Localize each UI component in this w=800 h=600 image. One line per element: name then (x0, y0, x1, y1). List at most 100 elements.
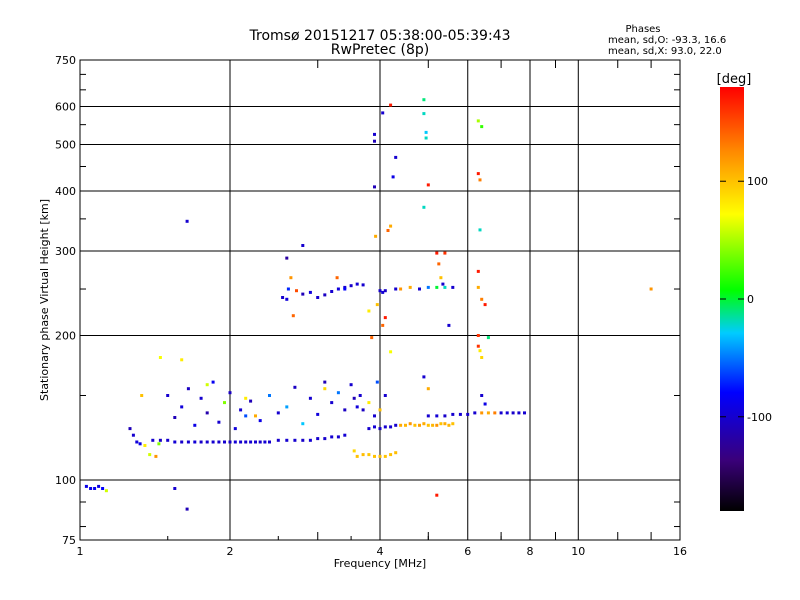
data-point (131, 433, 135, 437)
data-point (268, 394, 271, 397)
data-point (223, 401, 226, 405)
data-point (439, 422, 443, 426)
phase-info-o: mean, sd,O: -93.3, 16.6 (608, 35, 726, 46)
data-point (173, 487, 177, 490)
data-point (217, 440, 221, 444)
data-point (180, 405, 184, 409)
data-point (443, 422, 447, 426)
y-tick-label: 750 (55, 54, 76, 67)
data-point (285, 256, 289, 260)
y-tick-label: 75 (62, 534, 76, 547)
data-point (355, 405, 359, 409)
data-point (285, 405, 289, 409)
y-tick-label: 200 (55, 330, 76, 343)
data-point (173, 440, 177, 444)
data-point (223, 440, 226, 444)
data-point (374, 234, 378, 238)
data-point (523, 411, 526, 415)
data-point (343, 285, 347, 289)
data-point (476, 344, 480, 348)
data-point (441, 282, 445, 286)
data-point (480, 411, 484, 415)
data-point (158, 356, 162, 359)
data-point (478, 178, 482, 182)
data-point (435, 414, 439, 418)
data-point (301, 422, 305, 426)
data-point (205, 383, 209, 387)
data-point (443, 414, 447, 418)
data-point (336, 435, 340, 439)
data-point (476, 119, 480, 123)
data-point (166, 394, 170, 397)
data-point (458, 412, 462, 416)
data-point (349, 383, 353, 387)
data-point (394, 155, 398, 159)
x-tick-label: 1 (77, 545, 84, 558)
y-tick-label: 500 (55, 139, 76, 152)
data-point (422, 112, 426, 116)
data-point (422, 375, 426, 379)
data-point (254, 440, 257, 444)
data-point (323, 380, 327, 384)
colorbar-tick-label: -100 (747, 411, 772, 424)
data-point (301, 244, 305, 247)
data-point (308, 290, 312, 294)
data-point (84, 484, 88, 488)
data-point (478, 349, 482, 353)
data-point (258, 419, 262, 423)
data-point (157, 442, 161, 446)
data-point (413, 423, 417, 427)
y-tick-label: 400 (55, 185, 76, 198)
data-point (649, 287, 653, 291)
x-tick-label: 6 (464, 545, 471, 558)
data-point (389, 224, 393, 228)
y-axis-label: Stationary phase Virtual Height [km] (38, 199, 51, 401)
data-point (355, 454, 359, 458)
data-point (244, 440, 248, 444)
data-point (422, 98, 426, 102)
data-point (435, 251, 439, 255)
data-point (89, 487, 93, 490)
data-point (276, 411, 280, 415)
data-point (205, 411, 209, 415)
data-point (349, 284, 353, 288)
data-point (399, 287, 403, 291)
data-point (285, 438, 289, 442)
data-point (355, 282, 359, 286)
y-tick-label: 600 (55, 101, 76, 114)
data-point (386, 229, 390, 232)
data-point (289, 276, 293, 280)
data-point (408, 422, 412, 426)
data-point (370, 336, 374, 340)
data-point (435, 423, 439, 427)
y-tick-label: 100 (55, 474, 76, 487)
colorbar-label: [deg] (717, 72, 752, 87)
data-point (505, 411, 509, 415)
data-point (211, 380, 215, 384)
data-point (426, 414, 430, 418)
data-point (361, 283, 365, 287)
x-tick-label: 10 (571, 545, 585, 558)
data-point (336, 287, 340, 291)
data-point (151, 438, 155, 442)
data-point (389, 103, 393, 107)
data-point (426, 285, 430, 289)
data-point (394, 451, 398, 455)
data-point (473, 411, 477, 415)
data-point (389, 425, 393, 429)
data-point (381, 290, 385, 294)
data-point (378, 408, 382, 412)
data-point (308, 438, 312, 442)
grid-lines (80, 60, 680, 540)
data-point (391, 175, 395, 179)
data-point (186, 387, 190, 391)
data-point (437, 262, 441, 266)
data-point (316, 296, 320, 299)
x-tick-label: 4 (377, 545, 384, 558)
data-point (249, 399, 253, 403)
data-point (424, 136, 428, 140)
data-point (443, 285, 447, 289)
data-point (343, 433, 347, 437)
data-point (367, 427, 371, 431)
y-tick-label: 300 (55, 245, 76, 258)
